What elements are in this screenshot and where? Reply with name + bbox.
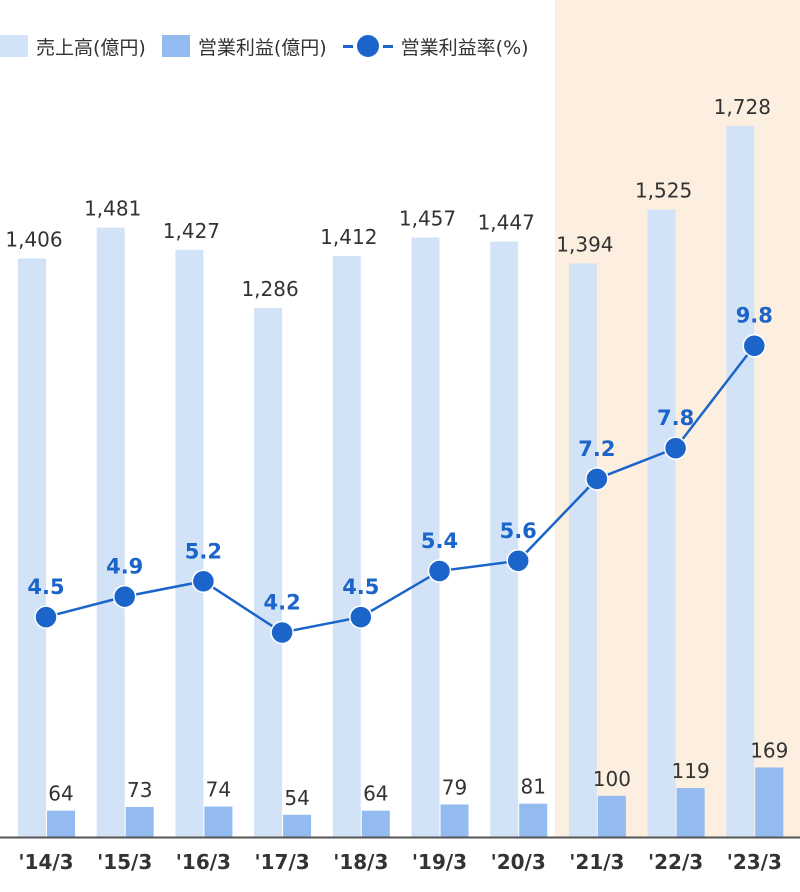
sales-bar (175, 249, 204, 838)
sales-bar (490, 241, 519, 837)
rate-value-label: 5.4 (421, 529, 458, 553)
x-tick-label: '23/3 (727, 850, 782, 874)
sales-value-label: 1,427 (163, 219, 220, 243)
sales-bar (568, 263, 597, 837)
x-tick-label: '18/3 (333, 850, 388, 874)
rate-point (191, 569, 216, 594)
profit-bar (47, 810, 75, 837)
rate-line (45, 344, 756, 634)
rate-point (663, 436, 688, 460)
sales-bar (332, 256, 361, 837)
sales-value-label: 1,286 (241, 277, 298, 301)
x-tick-label: '20/3 (491, 850, 546, 874)
sales-value-label: 1,406 (5, 227, 62, 251)
sales-value-label: 1,728 (714, 95, 771, 119)
x-tick-label: '15/3 (97, 850, 152, 874)
profit-bar (519, 803, 548, 837)
profit-value-label: 64 (363, 782, 388, 806)
sales-value-label: 1,457 (399, 207, 456, 231)
profit-value-label: 64 (48, 782, 73, 806)
rate-point (742, 333, 767, 358)
rate-point (506, 549, 530, 573)
profit-value-label: 169 (750, 738, 788, 762)
legend-label-sales: 売上高(億円) (36, 36, 146, 59)
legend-item-profit: 営業利益(億円) (161, 33, 327, 60)
x-tick-label: '19/3 (412, 850, 467, 874)
x-tick-label: '22/3 (648, 850, 703, 874)
sales-value-label: 1,447 (478, 211, 535, 235)
profit-value-label: 74 (206, 778, 231, 802)
x-tick-label: '17/3 (255, 850, 310, 874)
sales-bar (96, 227, 125, 838)
profit-bar (755, 767, 784, 837)
profit-bar (283, 814, 312, 837)
profit-bar (676, 788, 705, 837)
sales-bar (726, 126, 755, 837)
rate-value-label: 5.6 (500, 519, 537, 543)
rate-value-label: 9.8 (736, 304, 773, 328)
rate-value-label: 7.2 (578, 437, 615, 461)
profit-bar (440, 804, 469, 837)
x-tick-label: '14/3 (18, 850, 73, 874)
rate-value-label: 5.2 (185, 539, 222, 563)
rate-point (427, 559, 452, 583)
profit-bar (597, 795, 626, 837)
sales-bar (647, 209, 676, 837)
x-tick-label: '21/3 (569, 850, 624, 874)
profit-value-label: 73 (127, 778, 152, 802)
rate-point (585, 467, 609, 491)
legend-item-rate: 営業利益率(%) (342, 33, 529, 60)
legend-swatch-sales (0, 35, 28, 57)
legend-swatch-profit (161, 35, 190, 57)
sales-bar (254, 307, 283, 837)
rate-point (112, 584, 137, 609)
sales-value-label: 1,412 (320, 225, 377, 249)
sales-value-label: 1,525 (635, 179, 692, 203)
profit-value-label: 119 (672, 759, 710, 783)
sales-bar (411, 237, 440, 838)
rate-value-label: 7.8 (657, 406, 694, 430)
profit-value-label: 79 (442, 775, 467, 799)
legend-item-sales: 売上高(億円) (0, 33, 146, 60)
rate-value-label: 4.5 (27, 575, 64, 599)
rate-value-label: 4.5 (342, 575, 379, 599)
sales-value-label: 1,394 (556, 232, 613, 256)
rate-value-label: 4.2 (263, 590, 300, 614)
sales-bar (18, 258, 46, 837)
profit-value-label: 100 (593, 767, 631, 791)
profit-value-label: 81 (520, 775, 545, 799)
legend-label-profit: 営業利益(億円) (197, 36, 327, 59)
profit-bar (204, 806, 233, 837)
rate-point (34, 605, 58, 629)
legend: 売上高(億円) 営業利益(億円) 営業利益率(%) (0, 30, 545, 62)
x-tick-label: '16/3 (176, 850, 231, 874)
profit-bar (361, 810, 390, 837)
rate-point (349, 605, 373, 629)
rate-value-label: 4.9 (106, 555, 143, 579)
profit-bar (125, 806, 154, 837)
legend-label-rate: 営業利益率(%) (400, 36, 529, 59)
sales-value-label: 1,481 (84, 197, 141, 221)
legend-swatch-rate (342, 35, 395, 57)
profit-value-label: 54 (284, 786, 309, 810)
rate-point (270, 620, 294, 645)
